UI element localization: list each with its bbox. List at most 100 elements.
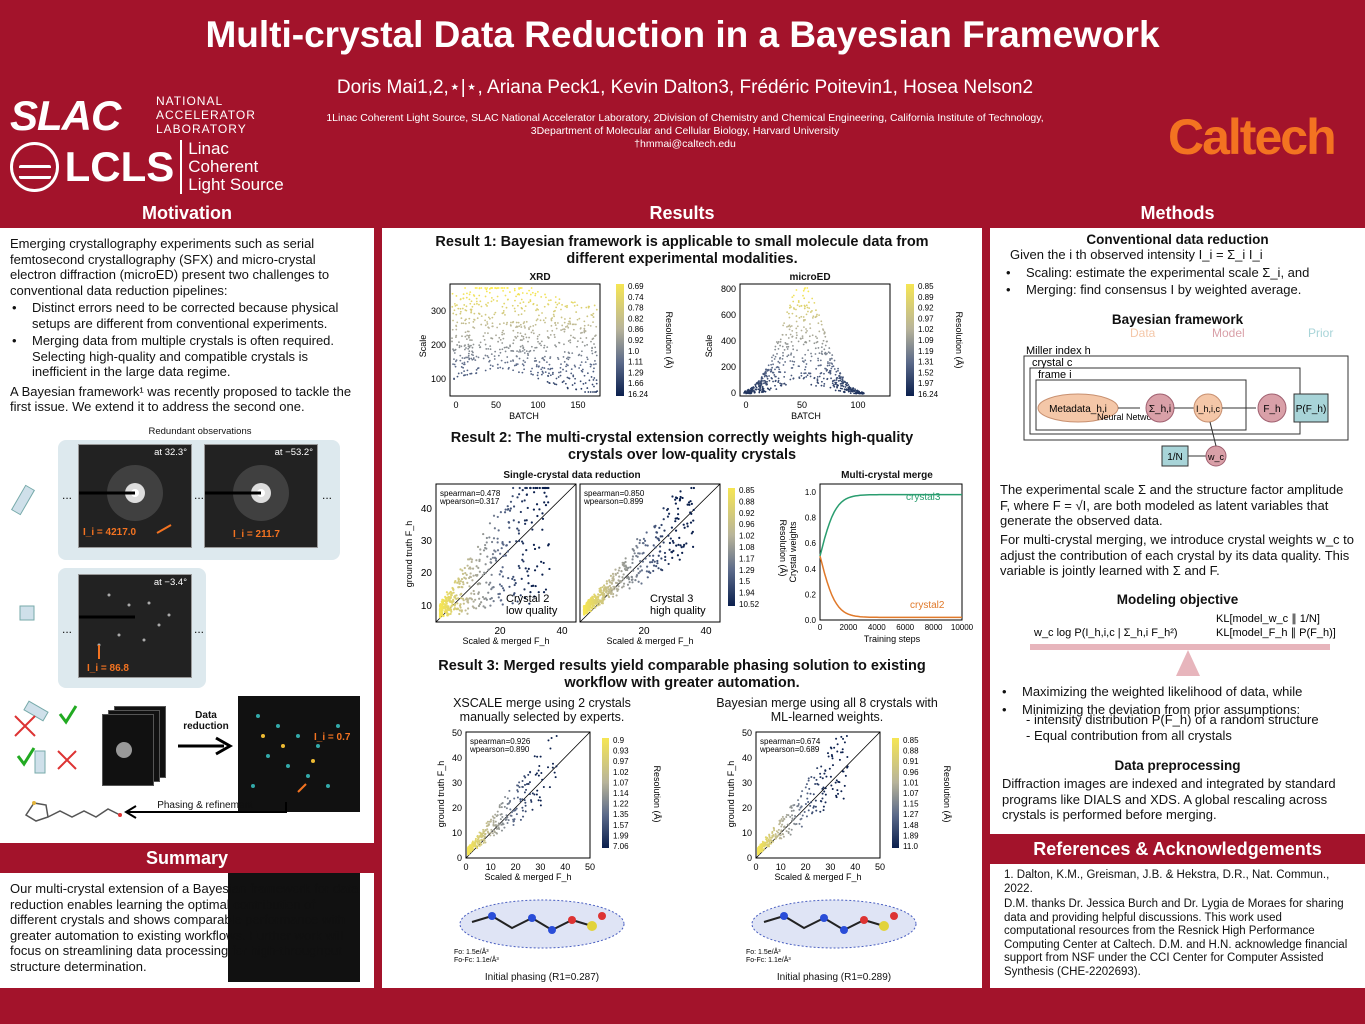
xrd-point bbox=[523, 321, 526, 323]
merge-point bbox=[797, 799, 800, 802]
xrd-point bbox=[553, 383, 556, 385]
xrd-point bbox=[572, 301, 574, 304]
xrd-ylabel: Scale bbox=[418, 335, 428, 358]
merge-point bbox=[481, 835, 484, 838]
xrd-point bbox=[555, 383, 558, 386]
xrd-point bbox=[521, 344, 524, 347]
r3-xtick: 0 bbox=[753, 862, 758, 872]
crystal-point bbox=[514, 582, 517, 585]
cbar-tick: 0.88 bbox=[903, 747, 919, 756]
xrd-point bbox=[580, 369, 583, 372]
microed-point bbox=[834, 373, 837, 376]
xrd-point bbox=[527, 354, 530, 356]
merge-point bbox=[783, 827, 786, 830]
email: †hmmai@caltech.edu bbox=[634, 138, 736, 150]
microed-point bbox=[799, 337, 802, 340]
microed-point bbox=[788, 328, 791, 331]
merge-point bbox=[825, 775, 828, 778]
microed-point bbox=[798, 316, 801, 319]
xrd-point bbox=[568, 377, 571, 380]
poster-footer bbox=[0, 990, 1365, 1024]
merge-point bbox=[501, 823, 504, 826]
xrd-point bbox=[498, 348, 501, 351]
crystal-point bbox=[543, 501, 546, 504]
xrd-point bbox=[479, 341, 482, 344]
xrd-point bbox=[475, 368, 478, 371]
crystal-point bbox=[464, 577, 467, 580]
xrd-point bbox=[452, 319, 454, 322]
xrd-point bbox=[573, 323, 575, 326]
r3-xtick: 50 bbox=[585, 862, 595, 872]
crystal-point bbox=[523, 588, 526, 591]
merge-point bbox=[760, 849, 763, 852]
crystal-point bbox=[520, 540, 524, 543]
xrd-point bbox=[521, 339, 523, 341]
microed-point bbox=[830, 367, 833, 370]
merge-point bbox=[823, 790, 826, 793]
r3-cbar-label: Resolution (Å) bbox=[942, 765, 952, 822]
phasing-r1-label: Initial phasing (R1=0.287) bbox=[484, 972, 600, 983]
merge-point bbox=[486, 820, 489, 823]
crystal-label: Crystal 2 bbox=[506, 593, 549, 605]
merge-point bbox=[509, 799, 512, 802]
crystal-point bbox=[509, 507, 512, 510]
crystal-point bbox=[478, 603, 481, 606]
xrd-point bbox=[595, 308, 598, 311]
merge-point bbox=[789, 815, 792, 818]
xrd-point bbox=[553, 336, 556, 339]
crystal-point bbox=[658, 550, 661, 553]
xrd-point bbox=[472, 343, 475, 346]
microed-point bbox=[816, 379, 819, 382]
xrd-point bbox=[477, 356, 480, 359]
microed-point bbox=[784, 361, 787, 363]
xrd-point bbox=[475, 372, 478, 374]
merge-point bbox=[519, 798, 522, 801]
microed-point bbox=[840, 385, 842, 387]
microed-point bbox=[761, 386, 764, 388]
microed-point bbox=[829, 386, 832, 389]
xrd-point bbox=[467, 335, 470, 337]
xrd-point bbox=[487, 347, 490, 350]
xrd-point bbox=[511, 321, 514, 324]
xrd-point bbox=[596, 390, 599, 393]
microed-point bbox=[837, 367, 839, 370]
merge-point bbox=[812, 805, 815, 808]
xrd-point bbox=[534, 292, 537, 295]
xrd-point bbox=[585, 306, 588, 309]
crystal-point bbox=[477, 566, 480, 569]
xrd-point bbox=[529, 299, 532, 301]
crystal-point bbox=[471, 605, 474, 608]
crystal-point bbox=[455, 594, 458, 597]
crystal-point bbox=[588, 599, 591, 602]
xrd-point bbox=[470, 308, 473, 311]
crystal-point bbox=[604, 590, 608, 594]
xrd-point bbox=[595, 325, 598, 328]
crystal-point bbox=[692, 508, 695, 512]
r3-xtick: 10 bbox=[486, 862, 496, 872]
objective-sub-1: - intensity distribution P(F_h) of a ran… bbox=[1026, 712, 1319, 727]
crystal-point bbox=[541, 573, 544, 576]
xrd-point bbox=[470, 372, 473, 375]
crystal-point bbox=[587, 603, 590, 607]
xrd-point bbox=[566, 387, 569, 390]
microed-point bbox=[839, 379, 842, 382]
merge-point bbox=[798, 808, 801, 811]
crystal-point bbox=[461, 581, 465, 584]
merge-point bbox=[781, 823, 784, 826]
r3-ytick: 40 bbox=[452, 753, 462, 763]
xrd-point bbox=[475, 287, 478, 289]
microed-point bbox=[805, 304, 808, 307]
cw-ytick: 0.2 bbox=[805, 590, 817, 599]
xrd-point bbox=[576, 304, 579, 307]
crystal-point bbox=[623, 565, 626, 568]
xrd-point bbox=[576, 345, 578, 348]
reference-1: 1. Dalton, K.M., Greisman, J.B. & Hekstr… bbox=[1004, 869, 1330, 895]
crystal-point bbox=[501, 575, 505, 578]
xrd-point bbox=[466, 334, 468, 337]
xrd-point bbox=[592, 337, 595, 340]
xrd-point bbox=[475, 300, 478, 303]
microed-point bbox=[781, 333, 784, 336]
merge-point bbox=[799, 806, 802, 809]
microed-point bbox=[762, 379, 764, 382]
crystal-point bbox=[459, 568, 462, 571]
